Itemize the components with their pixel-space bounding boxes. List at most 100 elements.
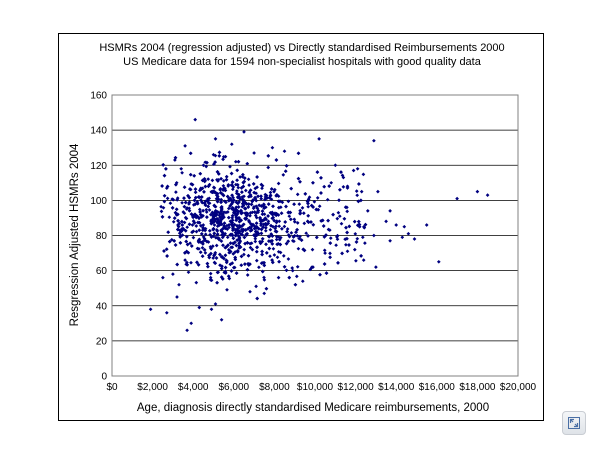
scatter-point (231, 236, 236, 241)
scatter-point (241, 223, 245, 227)
scatter-point (195, 201, 200, 206)
scatter-point (241, 172, 245, 177)
scatter-point (223, 226, 228, 231)
scatter-point (191, 235, 196, 240)
scatter-point (312, 199, 317, 204)
scatter-point (233, 230, 238, 235)
scatter-point (212, 231, 217, 236)
scatter-point (351, 168, 356, 173)
scatter-point (246, 253, 251, 258)
scatter-point (292, 217, 297, 222)
scatter-point (260, 252, 264, 257)
scatter-point (272, 187, 277, 192)
scatter-point (221, 154, 226, 159)
scatter-point (337, 198, 341, 203)
scatter-point (222, 187, 227, 192)
scatter-point (215, 199, 220, 204)
plot-border (111, 94, 519, 377)
y-tick-label: 20 (96, 336, 108, 347)
scatter-point (282, 264, 287, 269)
scatter-point (216, 236, 221, 240)
scatter-point (274, 158, 279, 162)
scatter-point (286, 257, 291, 261)
scatter-point (201, 163, 206, 168)
scatter-point (213, 261, 218, 266)
scatter-point (296, 176, 301, 181)
scatter-point (206, 198, 210, 203)
scatter-point (320, 218, 325, 223)
scatter-point (208, 271, 213, 276)
scatter-point (226, 183, 231, 187)
scatter-point (203, 251, 208, 255)
scatter-point (182, 185, 187, 190)
scatter-point (199, 215, 204, 219)
scatter-point (184, 239, 189, 244)
scatter-point (277, 205, 281, 210)
scatter-point (190, 223, 195, 227)
scatter-point (229, 171, 234, 176)
scatter-point (208, 277, 213, 282)
scatter-point (197, 207, 202, 212)
scatter-point (345, 209, 350, 214)
scatter-point (254, 249, 259, 254)
scatter-point (278, 242, 283, 247)
scatter-point (220, 277, 225, 281)
scatter-point (223, 265, 228, 270)
scatter-point (322, 248, 327, 253)
scatter-point (224, 177, 229, 182)
scatter-point (294, 274, 299, 279)
scatter-point (164, 247, 169, 252)
scatter-point (275, 255, 280, 260)
scatter-point (225, 235, 230, 240)
scatter-point (255, 296, 260, 301)
scatter-point (247, 219, 252, 224)
x-tick-label: $8,000 (259, 382, 290, 393)
scatter-point (325, 197, 330, 202)
scatter-point (295, 234, 300, 238)
scatter-point (244, 216, 249, 221)
scatter-point (207, 208, 212, 212)
scatter-point (162, 249, 166, 253)
scatter-point (266, 221, 271, 226)
scatter-point (228, 164, 232, 169)
scatter-point (242, 176, 247, 180)
scatter-point (306, 204, 311, 209)
scatter-point (219, 317, 224, 322)
scatter-point (222, 210, 226, 215)
scatter-point (203, 228, 207, 233)
scatter-point (268, 254, 272, 259)
scatter-point (232, 198, 236, 203)
scatter-point (337, 214, 342, 219)
scatter-point (253, 236, 258, 241)
scatter-point (229, 183, 234, 187)
scatter-point (210, 210, 215, 215)
scatter-point (171, 197, 176, 202)
chart-subtitle: US Medicare data for 1594 non-specialist… (123, 56, 482, 68)
scatter-point (204, 164, 209, 169)
x-tick-label: $0 (106, 382, 118, 393)
expand-image-button[interactable] (562, 411, 586, 435)
scatter-point (245, 267, 250, 272)
scatter-point (336, 210, 341, 215)
scatter-point (238, 197, 243, 201)
scatter-point (199, 232, 204, 236)
scatter-point (212, 186, 217, 190)
scatter-point (240, 197, 245, 202)
scatter-point (185, 262, 190, 267)
scatter-point (207, 253, 211, 258)
scatter-point (242, 194, 246, 199)
scatter-point (240, 232, 245, 237)
scatter-point (229, 222, 234, 227)
scatter-point (339, 170, 343, 174)
scatter-point (262, 217, 267, 222)
scatter-point (316, 207, 321, 212)
scatter-point (207, 228, 212, 233)
scatter-point (215, 216, 219, 221)
scatter-point (251, 182, 256, 186)
scatter-point (237, 219, 242, 224)
scatter-point (232, 265, 237, 270)
scatter-point (219, 200, 223, 205)
scatter-point (195, 260, 199, 265)
scatter-point (193, 187, 198, 191)
scatter-point (224, 200, 228, 205)
